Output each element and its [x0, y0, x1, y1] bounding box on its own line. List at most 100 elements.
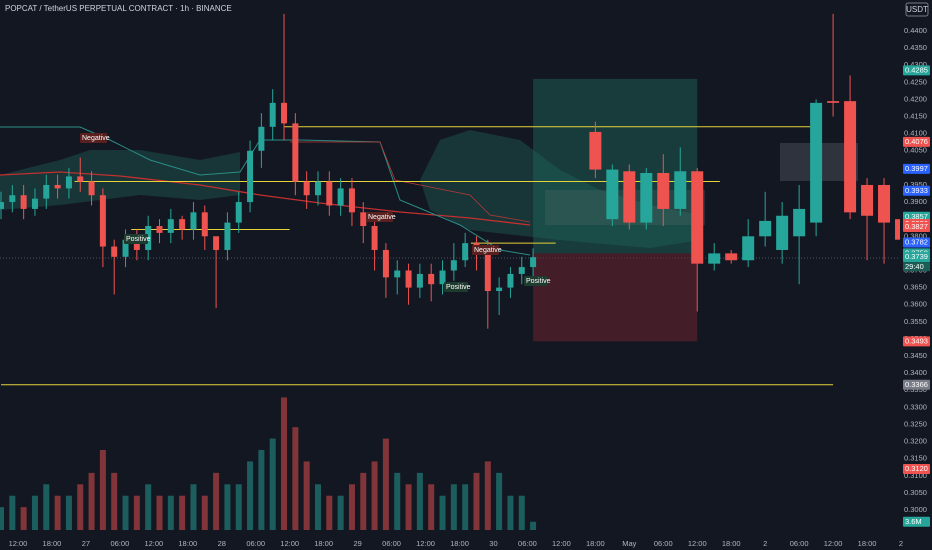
price-badge	[903, 336, 930, 347]
x-tick-label: 12:00	[416, 539, 435, 548]
candle-body	[20, 195, 27, 209]
volume-bar	[20, 507, 27, 530]
candle-body	[725, 253, 738, 261]
candle-body	[213, 236, 220, 250]
x-tick-label: 12:00	[280, 539, 299, 548]
volume-bar	[43, 484, 50, 530]
chart-title: POPCAT / TetherUS PERPETUAL CONTRACT · 1…	[5, 4, 232, 13]
candle-body	[759, 220, 772, 237]
candle-body	[844, 101, 857, 213]
price-badge	[903, 65, 930, 76]
volume-bar	[530, 521, 537, 530]
price-badge-label: 0.4285	[905, 65, 928, 74]
currency-box	[905, 2, 929, 17]
x-tick-label: 12:00	[144, 539, 163, 548]
annotation: Negative	[82, 135, 110, 142]
x-tick-label: 18:00	[450, 539, 469, 548]
candle-body	[190, 212, 197, 230]
candle-body	[416, 273, 423, 288]
x-tick-label: 06:00	[382, 539, 401, 548]
volume-bar	[179, 495, 186, 530]
candle-body	[292, 123, 299, 182]
x-tick-label: 18:00	[43, 539, 62, 548]
volume-bar	[348, 484, 355, 530]
volume-bar	[258, 450, 265, 530]
x-tick-label: 12:00	[824, 539, 843, 548]
candle-body	[88, 181, 95, 196]
volume-bar	[167, 495, 174, 530]
price-badge-label: 0.3120	[905, 464, 928, 473]
y-tick-label: 0.4150	[904, 112, 927, 121]
candle-body	[394, 270, 401, 278]
price-badge	[903, 136, 930, 147]
candle-body	[201, 212, 208, 237]
volume-bar	[99, 450, 106, 530]
candle-body	[269, 102, 276, 127]
volume-bar	[394, 472, 401, 530]
candle-body	[439, 270, 446, 285]
candle-body	[861, 184, 874, 216]
candle-body	[657, 172, 670, 209]
candle-body	[878, 184, 891, 223]
volume-bar	[484, 461, 491, 530]
x-tick-label: 18:00	[586, 539, 605, 548]
candle-body	[326, 181, 333, 206]
candle-body	[776, 215, 789, 250]
y-tick-label: 0.3250	[904, 419, 927, 428]
volume-bar	[496, 472, 503, 530]
volume-bar	[201, 495, 208, 530]
y-tick-label: 0.3000	[904, 505, 927, 514]
y-tick-label: 0.4400	[904, 26, 927, 35]
candle-body	[450, 260, 457, 271]
candle-body	[31, 198, 38, 209]
candle-body	[810, 102, 823, 223]
candle-body	[133, 239, 140, 250]
volume-bar	[213, 472, 220, 530]
price-badge	[903, 222, 930, 233]
candle-body	[43, 184, 50, 199]
price-badge	[903, 163, 930, 174]
candle-body	[462, 243, 469, 261]
candle-body	[371, 226, 378, 250]
x-tick-label: 27	[82, 539, 90, 548]
price-axis	[900, 0, 932, 550]
target-zone	[533, 78, 698, 254]
x-tick-label: 06:00	[110, 539, 129, 548]
y-tick-label: 0.4350	[904, 43, 927, 52]
y-tick-label: 0.3400	[904, 368, 927, 377]
x-tick-label: 29	[353, 539, 361, 548]
y-tick-label: 0.4200	[904, 94, 927, 103]
y-tick-label: 0.3900	[904, 197, 927, 206]
candle-body	[235, 202, 242, 223]
candle-body	[77, 176, 84, 182]
volume-bar	[269, 438, 276, 530]
volume-bar	[473, 472, 480, 530]
y-tick-label: 0.3550	[904, 317, 927, 326]
candle-body	[247, 150, 254, 203]
annotation: Negative	[368, 214, 396, 221]
candle-body	[496, 287, 503, 292]
candle-body	[314, 181, 321, 196]
volume-bar	[247, 461, 254, 530]
candle-body	[793, 208, 806, 237]
volume-bar	[518, 495, 525, 530]
candle-body	[122, 239, 129, 257]
price-badge-label: 0.3827	[905, 222, 928, 231]
volume-bar	[450, 484, 457, 530]
volume-bar	[0, 507, 4, 530]
y-tick-label: 0.4050	[904, 146, 927, 155]
candle-body	[54, 184, 61, 189]
candle-body	[428, 273, 435, 285]
x-tick-label: 18:00	[314, 539, 333, 548]
volume-bar	[156, 495, 163, 530]
price-badge-label: 0.3933	[905, 186, 928, 195]
x-tick-label: 18:00	[722, 539, 741, 548]
x-tick-label: 12:00	[552, 539, 571, 548]
volume-bar	[405, 484, 412, 530]
price-badge-label: 0.3493	[905, 336, 928, 345]
volume-bar	[54, 495, 61, 530]
y-tick-label: 0.3200	[904, 437, 927, 446]
price-badge-label: 0.3366	[905, 380, 928, 389]
volume-bar	[111, 472, 118, 530]
